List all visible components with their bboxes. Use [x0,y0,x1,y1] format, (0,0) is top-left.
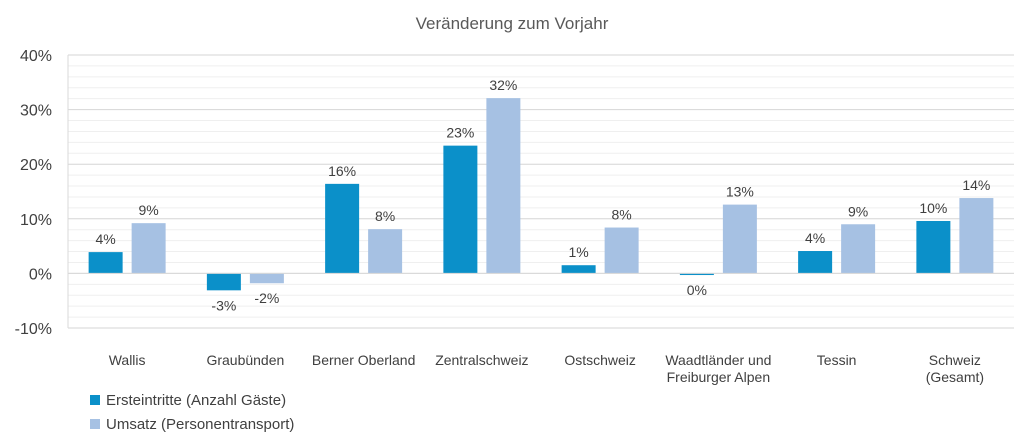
bar-ersteintritte [679,273,714,276]
data-label: -3% [211,297,236,313]
data-label: 32% [489,77,517,93]
bar-umsatz [131,223,166,274]
legend-swatch-umsatz [90,419,100,429]
bar-umsatz [368,229,403,274]
data-label: 23% [446,125,474,141]
x-tick-label: Ostschweiz [564,352,636,368]
bar-umsatz [722,204,757,274]
x-tick-label: Waadtländer und Freiburger Alpen [665,352,771,385]
chart-legend: Ersteintritte (Anzahl Gäste) Umsatz (Per… [90,388,294,436]
bar-ersteintritte [798,251,833,274]
bar-ersteintritte [561,265,596,274]
legend-item-ersteintritte: Ersteintritte (Anzahl Gäste) [90,388,294,412]
bar-ersteintritte [325,183,360,274]
y-tick-label: 40% [20,48,52,65]
x-tick-label: Graubünden [206,352,284,368]
y-tick-label: -10% [15,321,52,338]
bar-umsatz [959,198,994,274]
bar-ersteintritte [916,220,951,274]
legend-swatch-ersteintritte [90,395,100,405]
legend-label-ersteintritte: Ersteintritte (Anzahl Gäste) [106,391,287,409]
data-label: 8% [375,208,395,224]
data-label: 0% [687,282,707,298]
x-tick-label: Zentralschweiz [435,352,528,368]
x-tick-label: Berner Oberland [312,352,416,368]
data-label: 9% [848,203,868,219]
bar-umsatz [249,273,284,284]
bar-umsatz [841,224,876,274]
data-label: 10% [919,200,947,216]
y-tick-label: 0% [29,266,52,283]
bar-ersteintritte [88,252,123,274]
data-label: -2% [254,290,279,306]
data-label: 8% [612,207,632,223]
bar-ersteintritte [443,145,478,274]
x-tick-label: Schweiz (Gesamt) [926,352,984,385]
x-tick-label: Wallis [109,352,146,368]
x-tick-label: Tessin [817,352,857,368]
data-label: 4% [96,231,116,247]
data-label: 4% [805,230,825,246]
bar-umsatz [486,98,521,274]
y-tick-label: 20% [20,157,52,174]
data-label: 14% [962,177,990,193]
bar-ersteintritte [206,273,241,291]
chart-title: Veränderung zum Vorjahr [415,14,609,33]
data-label: 9% [139,202,159,218]
data-label: 16% [328,163,356,179]
y-tick-label: 30% [20,103,52,120]
bar-umsatz [604,227,639,274]
data-label: 1% [569,244,589,260]
legend-item-umsatz: Umsatz (Personentransport) [90,412,294,436]
legend-label-umsatz: Umsatz (Personentransport) [106,415,295,433]
data-label: 13% [726,184,754,200]
y-tick-label: 10% [20,212,52,229]
